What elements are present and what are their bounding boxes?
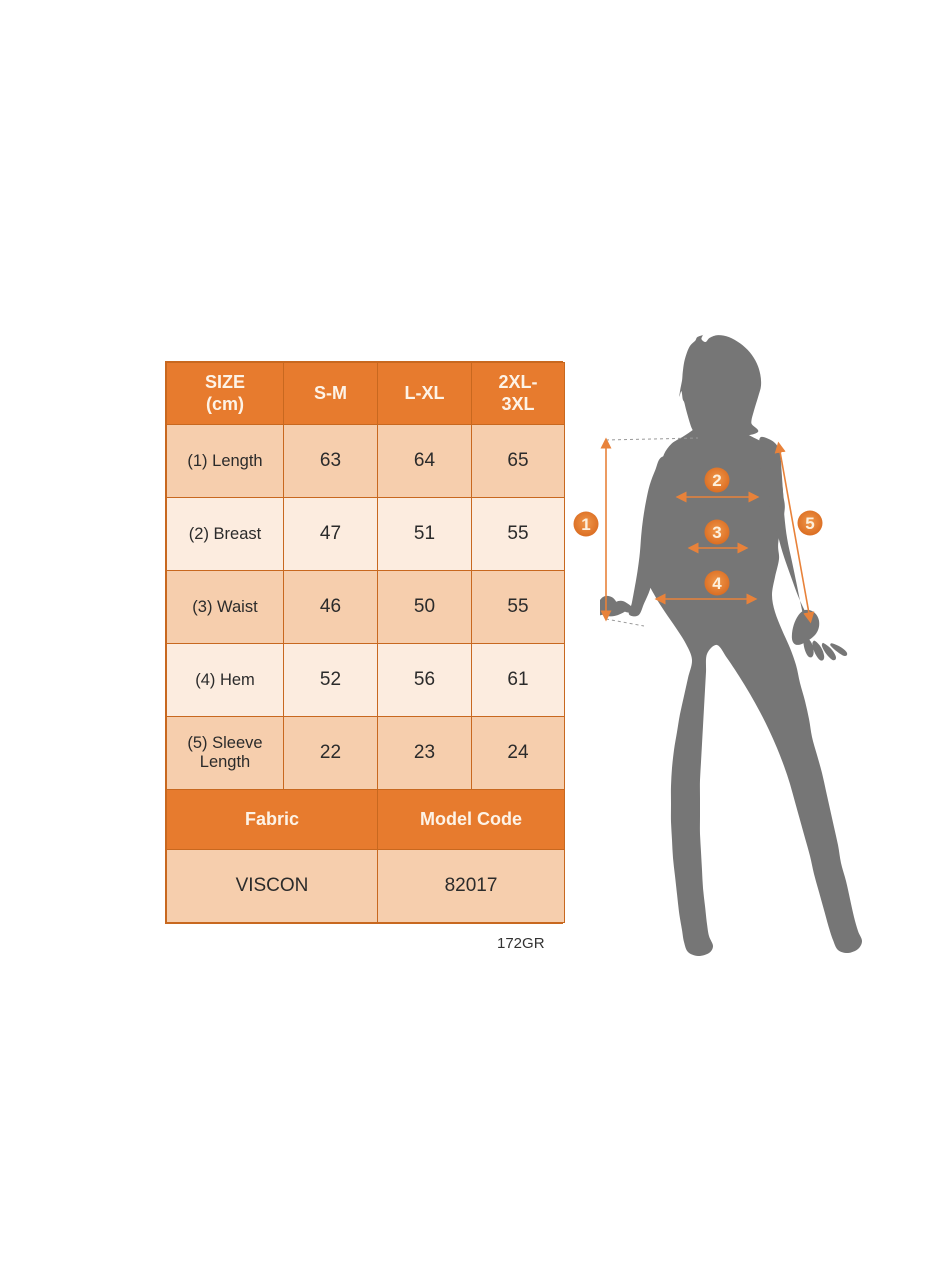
svg-text:1: 1 (581, 515, 590, 534)
svg-text:2: 2 (712, 471, 721, 490)
svg-text:4: 4 (712, 574, 722, 593)
svg-text:5: 5 (805, 514, 814, 533)
svg-text:3: 3 (712, 523, 721, 542)
